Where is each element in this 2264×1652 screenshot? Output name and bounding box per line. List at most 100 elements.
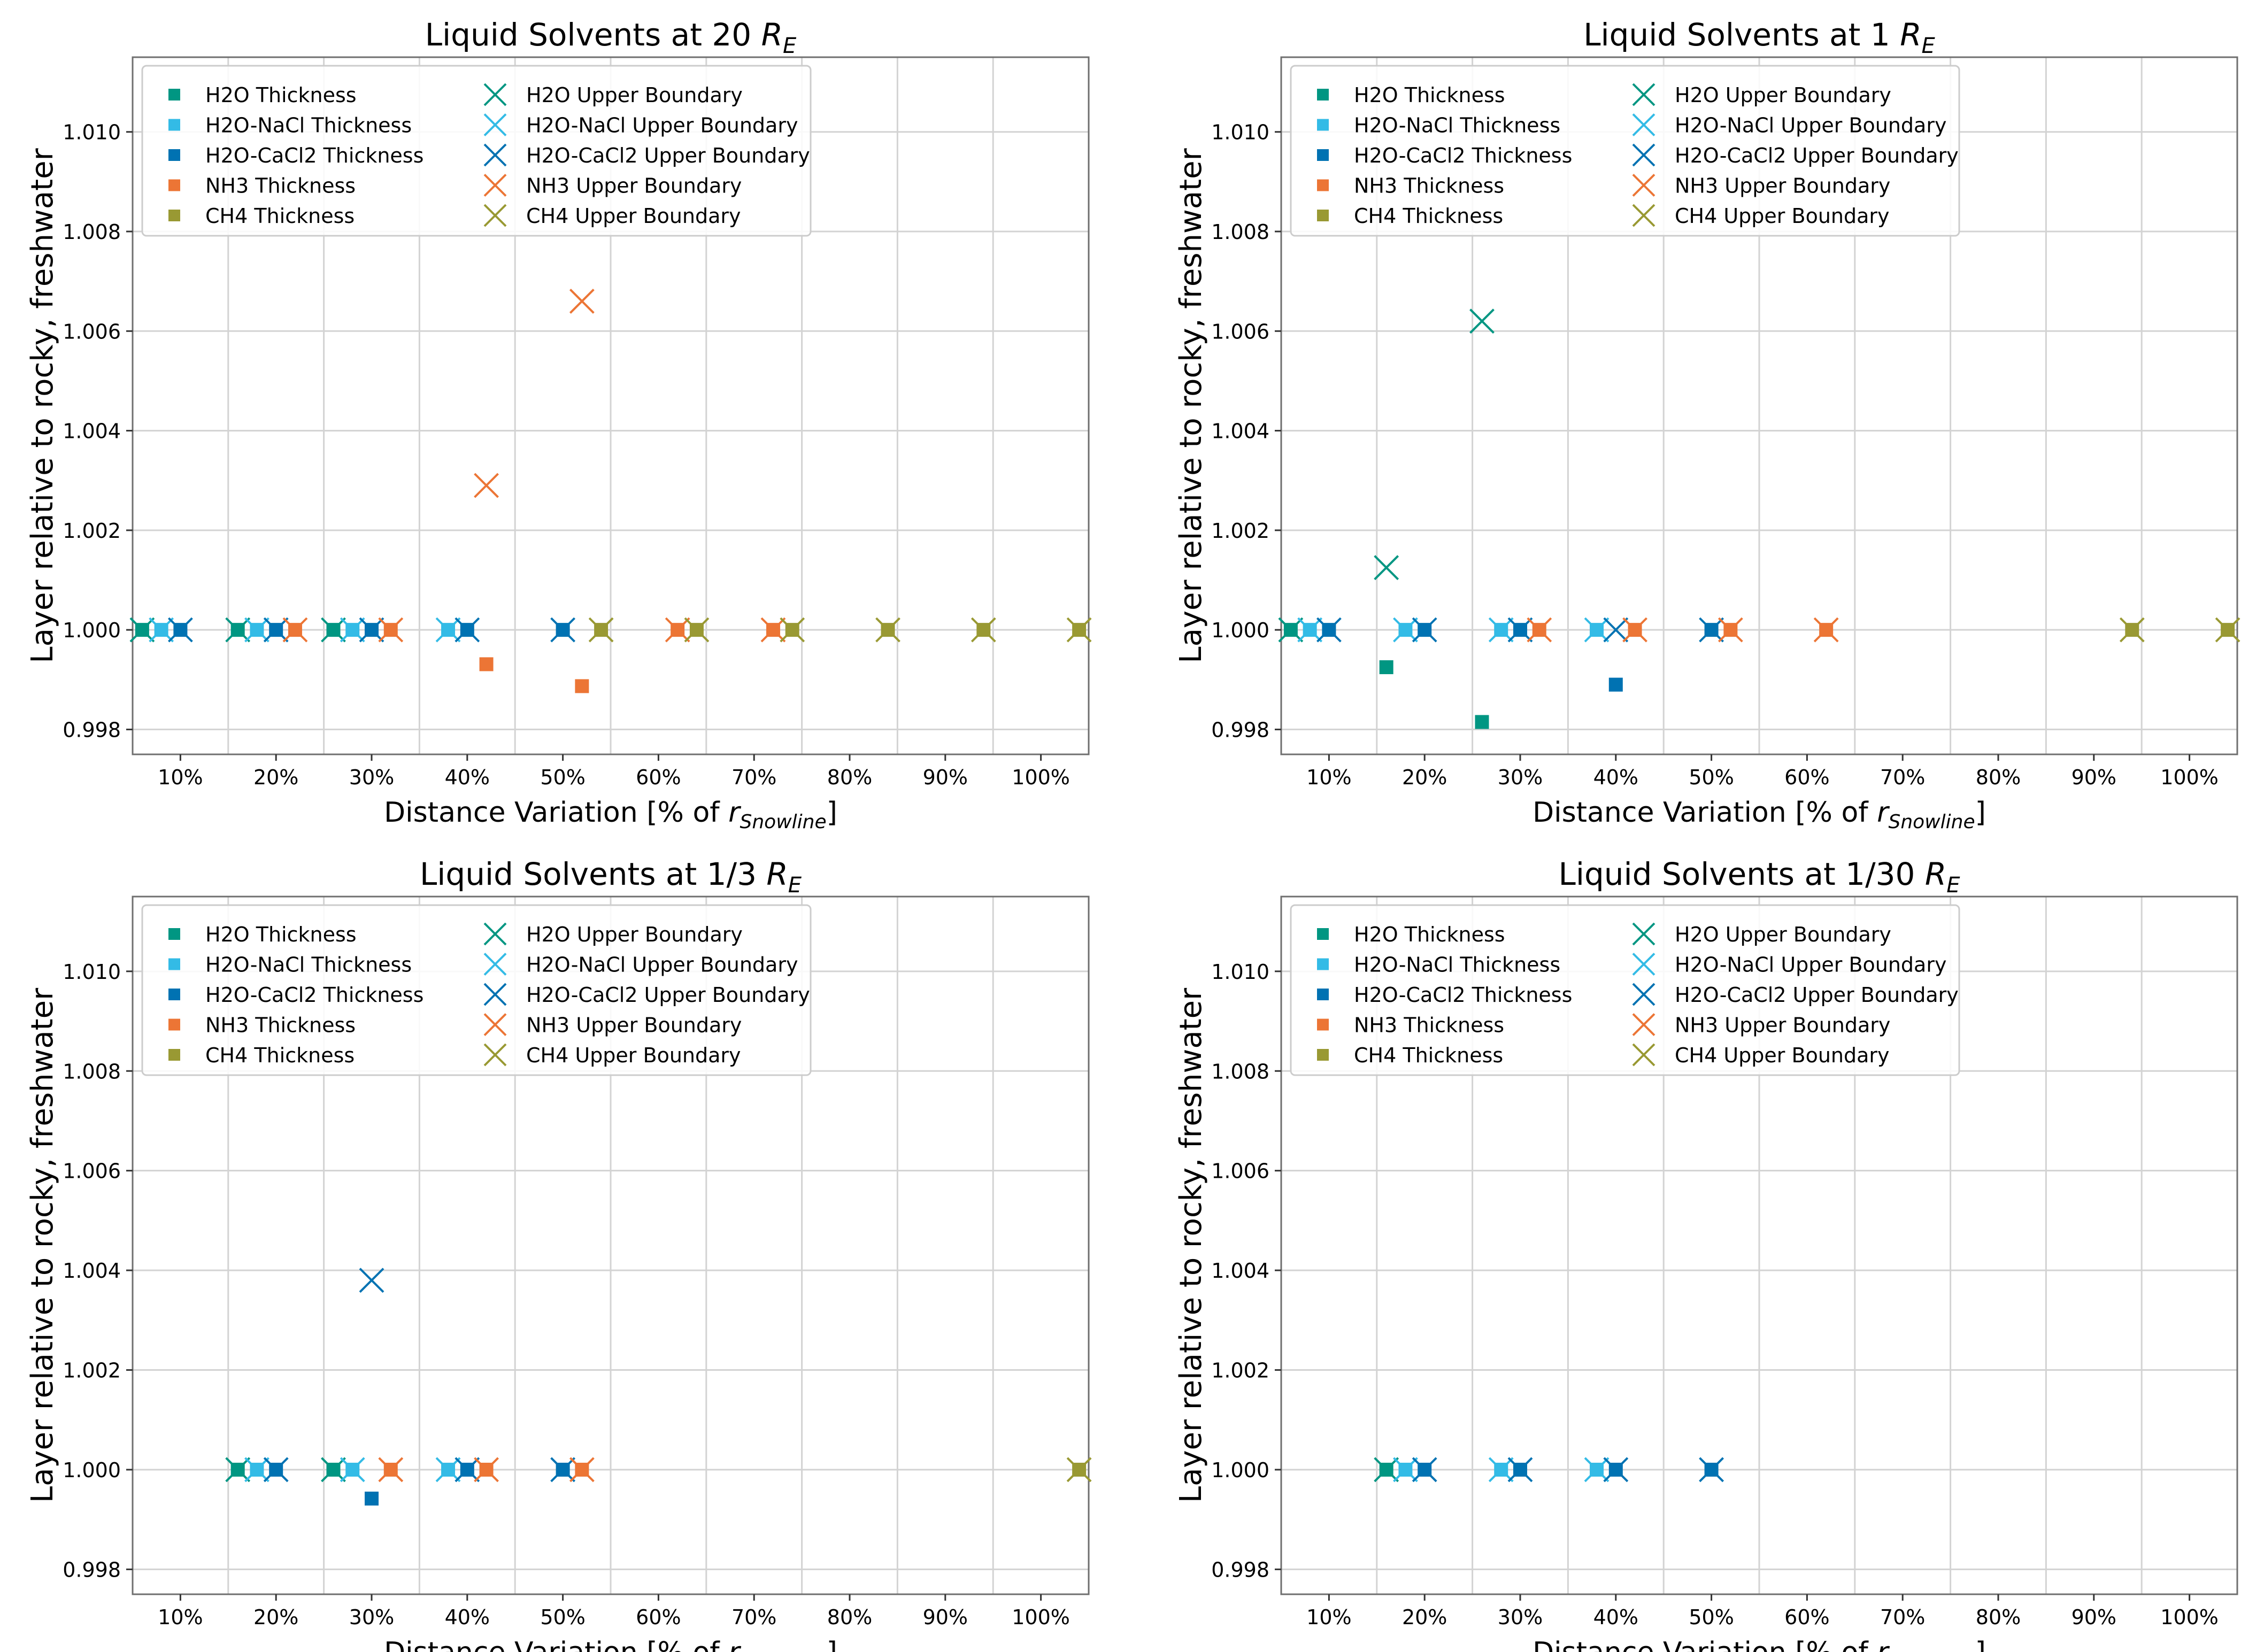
legend-marker-square: [168, 989, 180, 1000]
y-tick-label: 1.010: [63, 121, 121, 144]
legend-label: H2O-CaCl2 Thickness: [205, 144, 423, 167]
x-tick-label: 10%: [1306, 1605, 1351, 1629]
data-point-x: [1718, 617, 1743, 643]
data-point-x: [1316, 617, 1342, 643]
legend-marker-x: [483, 1043, 507, 1067]
y-tick-label: 0.998: [1211, 1558, 1269, 1581]
legend-marker-square: [1317, 119, 1329, 131]
legend-label: H2O-CaCl2 Upper Boundary: [526, 983, 810, 1007]
legend-marker-x: [483, 174, 507, 197]
legend-label: H2O Thickness: [205, 923, 357, 946]
data-point-x: [455, 1457, 480, 1483]
y-tick-label: 1.002: [1211, 519, 1269, 543]
data-point-x: [1507, 617, 1533, 643]
chart-title: Liquid Solvents at 20 RE: [425, 17, 797, 58]
data-point-x: [665, 617, 690, 643]
y-tick-label: 1.010: [1211, 960, 1269, 984]
legend-marker-square: [168, 1049, 180, 1061]
axes-frame: [132, 56, 1090, 755]
legend-label: CH4 Upper Boundary: [1675, 204, 1890, 228]
legend-marker-square: [1317, 989, 1329, 1000]
legend-marker-square: [1317, 210, 1329, 221]
data-point-x: [435, 1457, 461, 1483]
chart-panel-3: 10% 20% 30% 40% 50% 60% 70% 80% 90% 100% 0.998 1.00…: [25, 856, 1092, 1652]
x-tick-label: 80%: [827, 1605, 872, 1629]
legend-marker-x: [483, 922, 507, 946]
data-point-x: [359, 1268, 384, 1293]
x-axis-label: Distance Variation [% of rSnowline]: [1533, 1636, 1986, 1652]
y-tick-label: 1.002: [1211, 1359, 1269, 1383]
data-point-square: [1608, 677, 1623, 692]
x-tick-label: 30%: [349, 766, 394, 789]
legend-label: CH4 Thickness: [205, 1044, 355, 1067]
data-point-x: [1066, 617, 1092, 643]
data-point-x: [1527, 617, 1552, 643]
data-point-x: [1469, 308, 1495, 334]
data-point-x: [244, 1457, 269, 1483]
legend-label: H2O-NaCl Upper Boundary: [526, 953, 798, 977]
y-tick-label: 1.006: [1211, 1160, 1269, 1183]
y-axis-label: Layer relative to rocky, freshwater: [1174, 148, 1208, 663]
legend-marker-square: [1317, 179, 1329, 191]
data-point-x: [225, 617, 251, 643]
legend-marker-x: [1632, 1043, 1655, 1067]
x-tick-label: 20%: [253, 766, 298, 789]
y-tick-label: 1.000: [63, 1458, 121, 1482]
data-point-x: [1584, 1457, 1610, 1483]
y-tick-label: 0.998: [63, 1558, 121, 1581]
legend-label: CH4 Upper Boundary: [526, 1044, 741, 1067]
data-point-x: [971, 617, 996, 643]
data-point-x: [1393, 617, 1418, 643]
legend-marker-x: [483, 113, 507, 136]
x-tick-label: 40%: [1593, 766, 1638, 789]
legend-marker-x: [1632, 174, 1655, 197]
legend-box: [141, 904, 812, 1076]
legend-label: H2O-NaCl Thickness: [1354, 953, 1560, 977]
x-tick-label: 90%: [2072, 1605, 2116, 1629]
y-tick-label: 1.000: [1211, 1458, 1269, 1482]
y-tick-label: 1.004: [63, 420, 121, 443]
data-point-x: [1412, 1457, 1437, 1483]
data-point-x: [1278, 617, 1304, 643]
data-point-x: [1488, 1457, 1514, 1483]
legend-marker-square: [1317, 958, 1329, 970]
legend-marker-x: [483, 983, 507, 1006]
data-point-square: [365, 1492, 379, 1506]
y-tick-label: 1.006: [63, 320, 121, 343]
axes-frame: [1280, 896, 2238, 1595]
y-tick-label: 1.000: [63, 619, 121, 642]
y-tick-label: 1.004: [1211, 420, 1269, 443]
x-tick-label: 80%: [827, 766, 872, 789]
data-point-x: [455, 617, 480, 643]
data-point-square: [575, 679, 589, 693]
legend-label: H2O-NaCl Upper Boundary: [1675, 114, 1946, 137]
legend-label: NH3 Thickness: [1354, 1014, 1504, 1037]
y-tick-label: 1.008: [63, 220, 121, 244]
legend-label: NH3 Thickness: [205, 1014, 356, 1037]
y-tick-label: 1.002: [63, 1359, 121, 1383]
legend-label: NH3 Upper Boundary: [1675, 1014, 1890, 1037]
data-point-x: [435, 617, 461, 643]
data-point-x: [378, 617, 404, 643]
y-tick-label: 1.004: [63, 1259, 121, 1283]
x-tick-label: 70%: [731, 1605, 776, 1629]
data-point-x: [321, 617, 346, 643]
data-point-x: [1374, 555, 1399, 581]
legend-marker-x: [483, 953, 507, 976]
legend-marker-x: [483, 204, 507, 227]
legend-label: H2O-NaCl Thickness: [205, 114, 412, 137]
legend-label: CH4 Thickness: [205, 204, 355, 228]
legend-marker-x: [483, 1013, 507, 1036]
chart-panel-2: 10% 20% 30% 40% 50% 60% 70% 80% 90% 100% 0.998 1.00…: [1174, 17, 2240, 833]
legend-label: CH4 Thickness: [1354, 204, 1503, 228]
data-point-x: [550, 617, 576, 643]
data-point-x: [378, 1457, 404, 1483]
y-tick-label: 1.006: [1211, 320, 1269, 343]
data-point-x: [684, 617, 710, 643]
x-axis-label: Distance Variation [% of rSnowline]: [1533, 797, 1986, 833]
x-tick-label: 70%: [1880, 1605, 1925, 1629]
legend-label: CH4 Upper Boundary: [526, 204, 741, 228]
legend-marker-square: [1317, 89, 1329, 101]
x-axis-label: Distance Variation [% of rSnowline]: [384, 1636, 837, 1652]
